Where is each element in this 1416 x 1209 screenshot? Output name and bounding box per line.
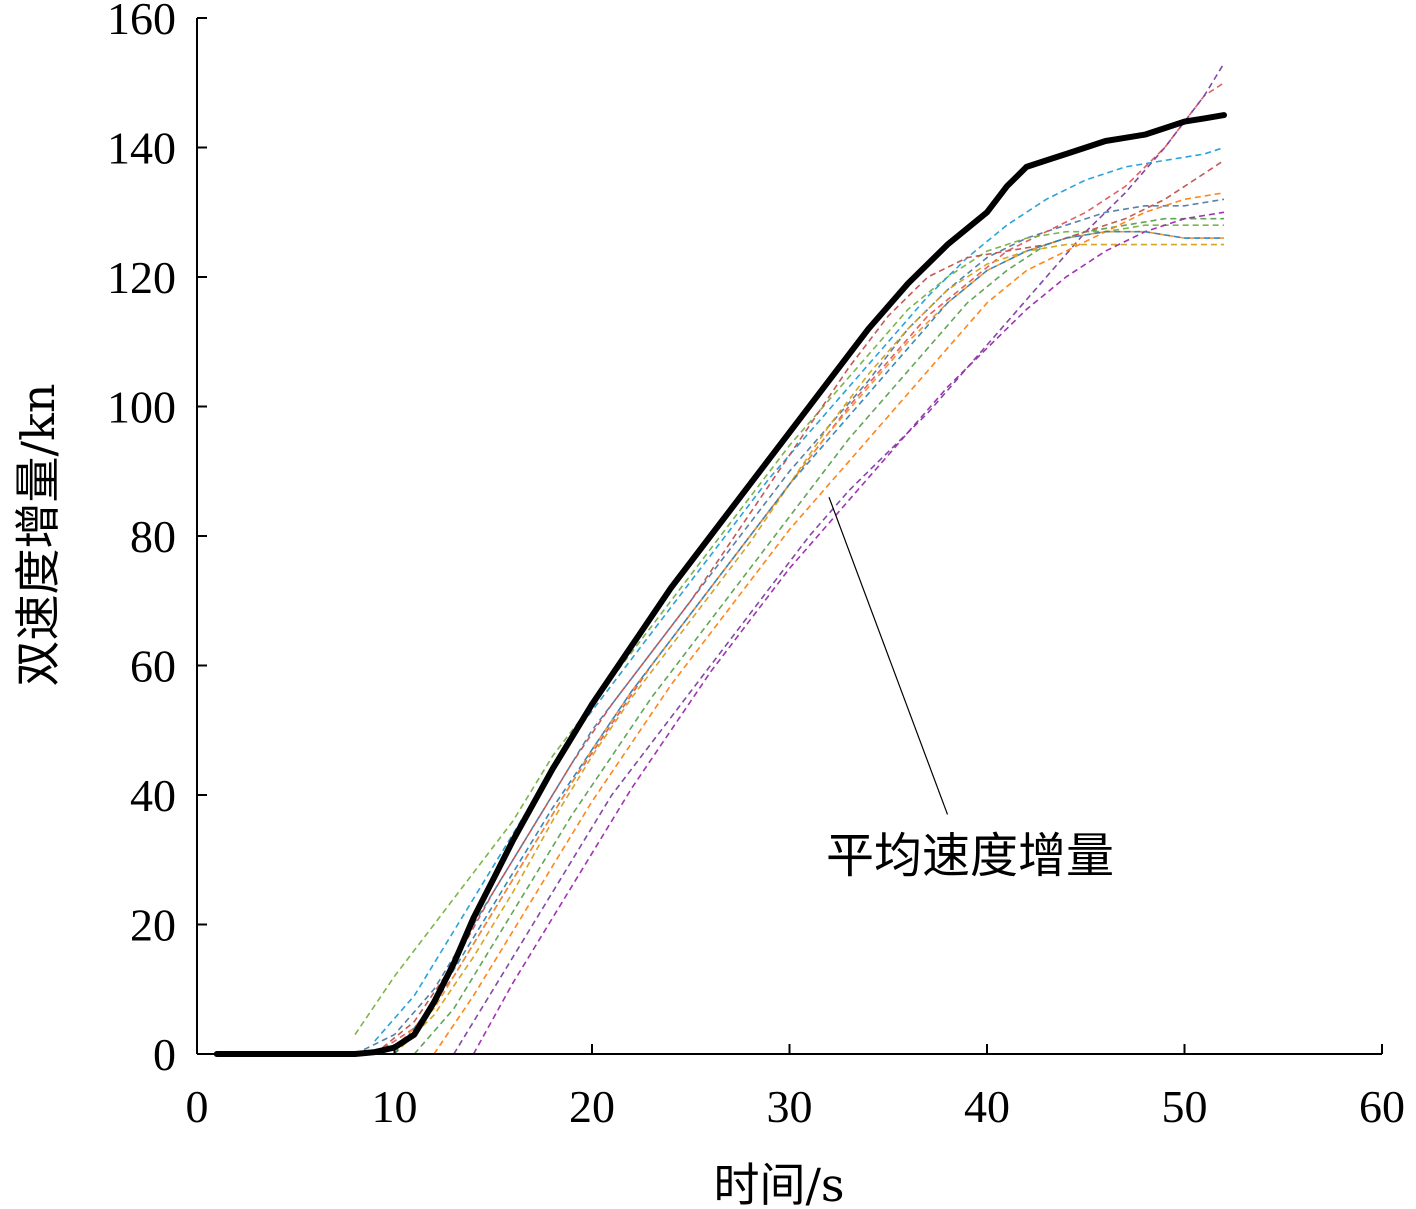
y-tick-label-20: 20 <box>130 900 176 951</box>
x-tick-label-40: 40 <box>964 1081 1010 1132</box>
x-tick-label-0: 0 <box>186 1081 209 1132</box>
y-tick-label-160: 160 <box>107 0 176 44</box>
axes-group: 0 10 20 30 40 50 60 0 20 40 60 80 100 120 140 160 时间/s 双速… <box>11 0 1405 1209</box>
y-tick-label-100: 100 <box>107 382 176 433</box>
y-axis-title: 双速度增量/kn <box>11 384 65 687</box>
run-line-12 <box>393 230 1224 1055</box>
x-tick-label-20: 20 <box>569 1081 615 1132</box>
run-line-4 <box>453 62 1225 1055</box>
y-tick-label-80: 80 <box>130 511 176 562</box>
mean-series-group <box>213 112 1227 1057</box>
y-tick-label-140: 140 <box>107 123 176 174</box>
run-line-3 <box>354 224 1224 1036</box>
run-line-6 <box>374 146 1225 1042</box>
run-series-group <box>354 62 1225 1055</box>
x-tick-label-50: 50 <box>1162 1081 1208 1132</box>
y-tick-label-40: 40 <box>130 770 176 821</box>
run-line-11 <box>433 192 1225 1055</box>
run-line-7 <box>393 243 1224 1055</box>
y-tick-label-120: 120 <box>107 252 176 303</box>
x-tick-label-30: 30 <box>767 1081 813 1132</box>
run-line-10 <box>374 159 1225 1055</box>
run-line-8 <box>413 217 1224 1055</box>
x-tick-label-10: 10 <box>372 1081 418 1132</box>
annotation-leader-line <box>828 496 949 815</box>
mean-series-line <box>213 112 1227 1057</box>
y-tick-label-60: 60 <box>130 641 176 692</box>
run-line-9 <box>472 211 1225 1055</box>
x-axis-title: 时间/s <box>713 1158 844 1209</box>
annotation-group: 平均速度增量 <box>826 496 1114 884</box>
run-line-5 <box>393 230 1224 1049</box>
x-tick-label-60: 60 <box>1359 1081 1405 1132</box>
mean-series-annotation: 平均速度增量 <box>826 828 1114 884</box>
y-tick-label-0: 0 <box>153 1029 176 1080</box>
